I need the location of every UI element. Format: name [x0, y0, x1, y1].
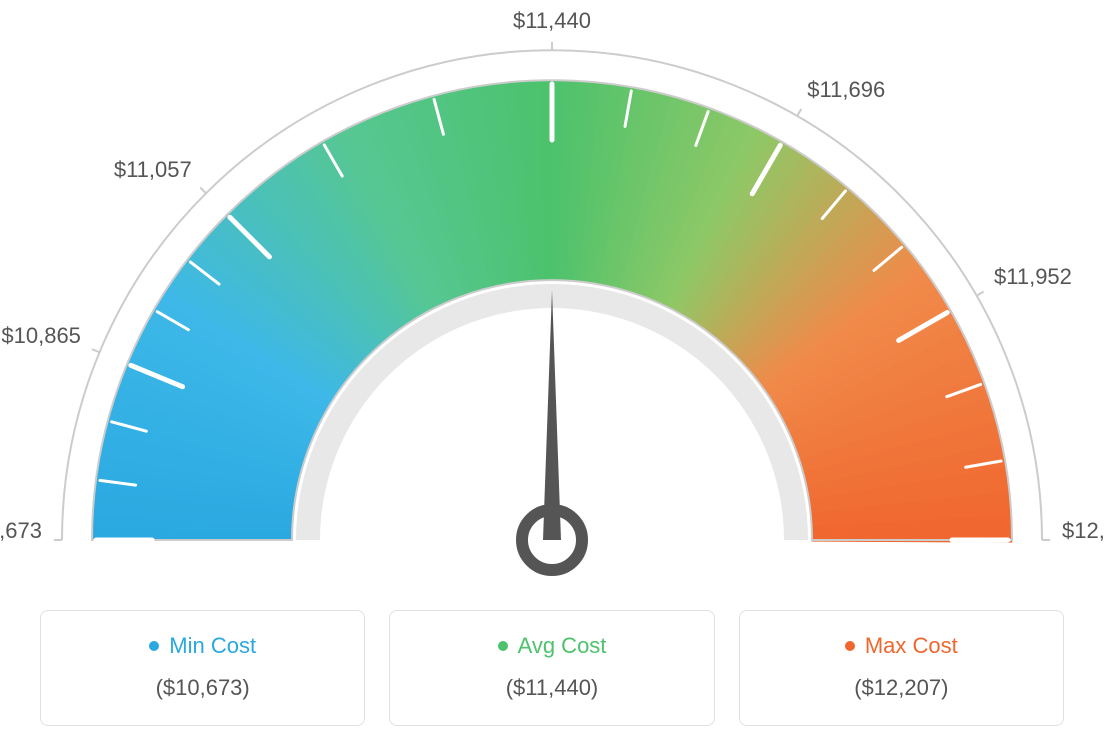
legend-value-avg: ($11,440)	[400, 675, 703, 701]
gauge-tick-label: $11,696	[807, 77, 885, 103]
legend-value-max: ($12,207)	[750, 675, 1053, 701]
gauge-tick-label: $12,207	[1062, 518, 1104, 544]
legend-title-min: Min Cost	[149, 633, 256, 659]
gauge-chart: $10,673$10,865$11,057$11,440$11,696$11,9…	[20, 20, 1084, 580]
gauge-tick-label: $10,673	[0, 518, 42, 544]
legend-card-avg: Avg Cost ($11,440)	[389, 610, 714, 726]
legend-title-avg: Avg Cost	[498, 633, 607, 659]
legend-label-avg: Avg Cost	[518, 633, 607, 659]
gauge-tick-label: $11,952	[994, 264, 1072, 290]
dot-icon	[149, 641, 159, 651]
legend-card-min: Min Cost ($10,673)	[40, 610, 365, 726]
gauge-tick-label: $11,440	[513, 8, 591, 34]
gauge-tick-label: $11,057	[114, 157, 192, 183]
legend-card-max: Max Cost ($12,207)	[739, 610, 1064, 726]
legend-row: Min Cost ($10,673) Avg Cost ($11,440) Ma…	[40, 610, 1064, 726]
legend-label-min: Min Cost	[169, 633, 256, 659]
legend-title-max: Max Cost	[845, 633, 958, 659]
dot-icon	[498, 641, 508, 651]
legend-label-max: Max Cost	[865, 633, 958, 659]
gauge-svg	[20, 20, 1084, 580]
gauge-tick-label: $10,865	[1, 323, 81, 349]
legend-value-min: ($10,673)	[51, 675, 354, 701]
dot-icon	[845, 641, 855, 651]
